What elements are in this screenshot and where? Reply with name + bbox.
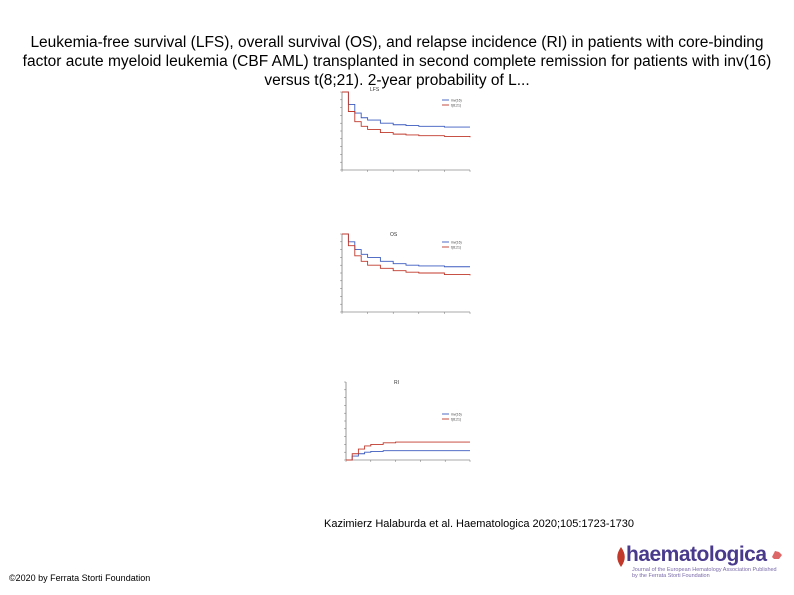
journal-logo: haematologica Journal of the European He… — [614, 543, 784, 579]
series-line-inv16 — [342, 91, 470, 128]
logo-subtitle: Journal of the European Hematology Assoc… — [632, 567, 777, 579]
figure-caption: Leukemia-free survival (LFS), overall su… — [22, 34, 772, 89]
europe-map-icon — [772, 551, 782, 559]
legend-label: inv(16) — [451, 241, 462, 245]
panel-title: LFS — [370, 87, 380, 93]
panel-title: OS — [390, 232, 398, 238]
series-line-t821 — [342, 91, 471, 138]
panel-title: RI — [394, 380, 399, 386]
legend-label: inv(16) — [451, 413, 462, 417]
series-line-inv16 — [342, 233, 470, 268]
series-line-inv16 — [346, 450, 470, 461]
citation: Kazimierz Halaburda et al. Haematologica… — [324, 518, 635, 530]
legend-label: t(8;21) — [451, 246, 461, 250]
logo-name: haematologica — [626, 543, 767, 566]
km-figure: LFS inv(16) t(8;21) OS inv(16) t(8;21) RI inv(1… — [320, 84, 480, 474]
copyright: ©2020 by Ferrata Storti Foundation — [9, 573, 151, 583]
series-line-t821 — [346, 441, 470, 461]
legend-label: inv(16) — [451, 99, 462, 103]
legend-label: t(8;21) — [451, 418, 461, 422]
logo-mark-icon — [617, 547, 625, 567]
series-line-t821 — [342, 233, 471, 276]
legend-label: t(8;21) — [451, 104, 461, 108]
km-curves-svg: LFSinv(16)t(8;21)OSinv(16)t(8;21)RIinv(1… — [340, 87, 471, 462]
